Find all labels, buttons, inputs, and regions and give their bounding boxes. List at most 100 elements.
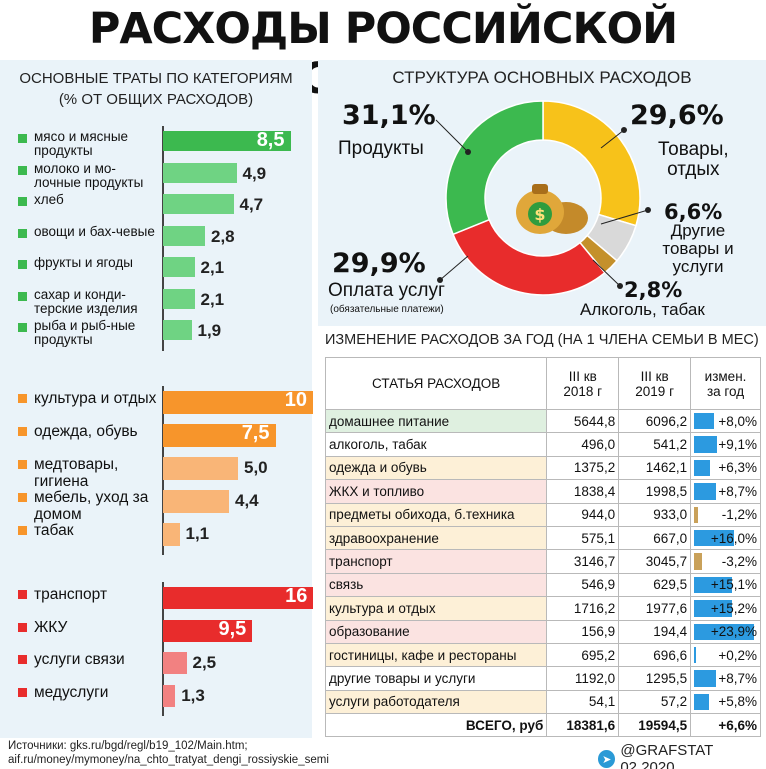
col-header-2019-line2: 2019 г [635, 383, 674, 399]
change-value: +6,3% [718, 460, 757, 476]
category-marker [18, 526, 27, 535]
donut-slice [452, 218, 606, 296]
category-marker [18, 622, 27, 632]
category-panel: ОСНОВНЫЕ ТРАТЫ ПО КАТЕГОРИЯМ (% ОТ ОБЩИХ… [0, 60, 314, 738]
row-change: +6,3% [690, 455, 761, 481]
change-value: +16,0% [710, 530, 757, 546]
category-marker [18, 394, 27, 403]
category-value: 7,5 [241, 422, 270, 444]
category-bar [163, 391, 313, 414]
pie-services-note: (обязательные платежи) [330, 304, 444, 315]
brand-text: @GRAFSTAT 02.2020 [620, 742, 714, 769]
donut-slice [445, 100, 544, 236]
svg-text:$: $ [534, 205, 545, 224]
donut-leader-dot [437, 277, 443, 283]
telegram-icon: ➤ [598, 750, 616, 768]
row-2018: 944,0 [546, 502, 620, 527]
table-row: алкоголь, табак 496,0 541,2 +9,1% [324, 432, 761, 457]
pie-other-label: Другие товары и услуги [648, 222, 748, 276]
row-2019: 1462,1 [618, 455, 692, 481]
table-row: ЖКХ и топливо 1838,4 1998,5 +8,7% [324, 479, 761, 504]
change-bar [694, 623, 754, 640]
category-bar [163, 457, 238, 480]
row-change: +16,0% [690, 525, 761, 551]
table-heading: ИЗМЕНЕНИЕ РАСХОДОВ ЗА ГОД (НА 1 ЧЛЕНА СЕ… [325, 332, 759, 348]
row-2019: 1998,5 [618, 479, 692, 504]
change-value: +15,1% [710, 577, 757, 593]
pie-goods-label: Товары, отдых [658, 140, 729, 180]
table-row: одежда и обувь 1375,2 1462,1 +6,3% [324, 455, 761, 481]
category-label: транспорт [34, 586, 108, 603]
structure-panel: СТРУКТУРА ОСНОВНЫХ РАСХОДОВ $ 31,1% Прод… [318, 60, 766, 326]
category-bar [163, 490, 229, 513]
change-value: +8,7% [718, 670, 757, 686]
pie-products-pct: 31,1% [342, 100, 436, 131]
row-item: услуги работодателя [324, 689, 548, 715]
category-marker [18, 655, 27, 664]
row-2018: 1838,4 [546, 479, 620, 504]
category-label: ЖКУ [34, 618, 68, 636]
category-label: рыба и рыб-ные продукты [34, 318, 136, 347]
category-value: 4,7 [239, 195, 264, 214]
row-change: -1,2% [690, 502, 761, 527]
row-item: одежда и обувь [324, 455, 548, 481]
change-bar [694, 506, 699, 523]
pie-goods-label-line1: Товары, [658, 139, 729, 160]
change-bar [694, 459, 710, 477]
table-row: образование 156,9 194,4 +23,9% [324, 619, 761, 644]
row-2019: 933,0 [618, 502, 692, 527]
table-row: другие товары и услуги 1192,0 1295,5 +8,7% [324, 666, 761, 691]
row-2019: 1977,6 [618, 596, 692, 621]
row-change: +0,2% [690, 642, 761, 668]
category-marker [18, 228, 27, 238]
category-value: 2,1 [200, 289, 225, 309]
col-header-change: измен. за год [690, 357, 761, 410]
change-value: +8,7% [718, 483, 757, 499]
category-label: медуслуги [34, 683, 109, 701]
category-bar [163, 619, 253, 642]
category-label: мебель, уход за домом [34, 489, 149, 523]
donut-leader-dot [621, 127, 627, 133]
category-marker [18, 427, 27, 436]
category-bar [163, 257, 195, 277]
row-change: +8,7% [690, 479, 761, 504]
row-item: алкоголь, табак [324, 432, 548, 457]
col-header-change-line1: измен. [704, 368, 747, 384]
row-item: образование [324, 619, 548, 644]
money-bags-icon: $ [516, 184, 588, 234]
table-row: связь 546,9 629,5 +15,1% [324, 572, 761, 598]
row-2018: 1192,0 [546, 666, 620, 691]
category-value: 10 [284, 389, 307, 411]
change-value: +0,2% [718, 647, 757, 663]
category-marker [18, 493, 27, 502]
row-change: +15,1% [690, 572, 761, 598]
category-label: культура и отдых [34, 390, 157, 407]
category-label: табак [34, 522, 74, 539]
change-value: +9,1% [718, 437, 757, 453]
change-bar [694, 413, 715, 430]
category-label: медтовары, гигиена [34, 456, 119, 490]
row-2019: 541,2 [618, 432, 692, 457]
structure-heading: СТРУКТУРА ОСНОВНЫХ РАСХОДОВ [392, 68, 692, 87]
category-bar [163, 225, 205, 246]
col-header-change-line2: за год [706, 383, 745, 399]
donut-leader-dot [617, 283, 623, 289]
change-value: +8,0% [718, 413, 757, 429]
change-bar [694, 553, 703, 570]
category-label: мясо и мясные продукты [34, 129, 129, 158]
category-value: 5,0 [244, 458, 268, 477]
category-label: сахар и конди-терские изделия [34, 286, 138, 316]
category-value: 1,1 [185, 524, 210, 543]
row-2019: 194,4 [618, 619, 692, 644]
category-marker [18, 291, 27, 301]
table-row: культура и отдых 1716,2 1977,6 +15,2% [324, 596, 761, 621]
row-item: домашнее питание [324, 408, 548, 434]
row-2018: 1375,2 [546, 455, 620, 481]
row-2018: 695,2 [546, 642, 620, 668]
category-label: фрукты и ягоды [34, 255, 133, 270]
pie-products-label: Продукты [338, 138, 424, 159]
pie-alcohol-pct: 2,8% [624, 278, 683, 302]
table-row: услуги работодателя 54,1 57,2 +5,8% [324, 689, 761, 715]
total-2018: 18381,6 [546, 713, 620, 738]
pie-services-pct: 29,9% [332, 248, 426, 279]
